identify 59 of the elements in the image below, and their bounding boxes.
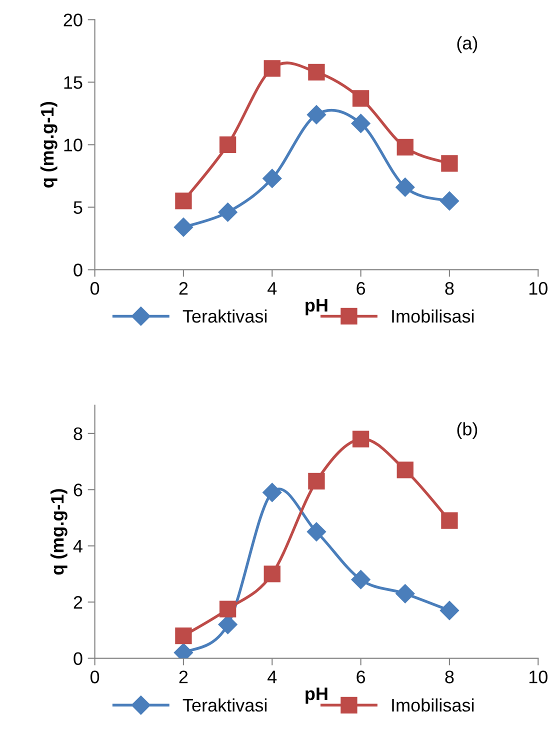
x-tick-label: 0	[90, 670, 100, 684]
annotation: (b)	[457, 422, 478, 440]
x-tick-label: 4	[268, 670, 277, 684]
x-tick-label: 10	[529, 670, 548, 684]
point	[306, 105, 326, 124]
point	[219, 136, 236, 154]
x-tick-label: 2	[179, 670, 188, 684]
legend-label: Imobilisasi	[392, 309, 474, 323]
point	[441, 155, 458, 172]
x-tick-label: 8	[445, 282, 454, 295]
x-tick-label: 2	[179, 282, 188, 295]
x-tick-label: 6	[356, 670, 366, 684]
point	[396, 178, 415, 197]
y-tick-label: 10	[64, 138, 82, 152]
point	[218, 202, 238, 222]
y-tick-label: 8	[74, 427, 82, 440]
point	[174, 218, 194, 237]
y-axis-title: q (mg.g-1)	[50, 489, 68, 575]
point	[218, 615, 238, 634]
legend-label: Teraktivasi	[182, 309, 267, 323]
y-tick-label: 5	[74, 201, 82, 214]
y-tick-label: 6	[74, 484, 82, 496]
y-tick-label: 2	[74, 596, 82, 609]
point	[219, 600, 236, 618]
point	[396, 138, 414, 156]
point	[351, 570, 370, 590]
point	[396, 462, 414, 478]
point	[351, 114, 370, 133]
y-tick-label: 0	[74, 652, 82, 666]
legend-label: Teraktivasi	[182, 698, 267, 712]
annotation: (a)	[457, 36, 478, 54]
y-tick-label: 15	[64, 76, 82, 89]
point	[440, 191, 460, 210]
x-tick-label: 6	[356, 282, 366, 295]
point	[308, 64, 325, 81]
y-axis-title: q (mg.g-1)	[40, 102, 58, 188]
x-tick-label: 0	[90, 282, 100, 295]
x-tick-label: 4	[268, 282, 277, 295]
point	[308, 472, 325, 490]
x-axis-title: pH	[306, 688, 328, 704]
point	[264, 566, 280, 582]
y-tick-label: 0	[74, 264, 82, 276]
y-tick-label: 4	[73, 540, 82, 552]
point	[264, 60, 280, 77]
legend-label: Imobilisasi	[392, 698, 474, 712]
point	[262, 482, 282, 502]
point	[441, 512, 458, 529]
point	[352, 430, 370, 448]
point	[440, 600, 460, 620]
x-axis-title: pH	[306, 299, 328, 316]
x-tick-label: 10	[529, 282, 548, 295]
point	[175, 192, 192, 210]
y-tick-label: 20	[64, 14, 82, 26]
point	[396, 584, 415, 604]
point	[175, 627, 192, 644]
point	[352, 90, 370, 107]
x-tick-label: 8	[445, 670, 454, 684]
point	[262, 168, 282, 188]
point	[306, 522, 326, 542]
